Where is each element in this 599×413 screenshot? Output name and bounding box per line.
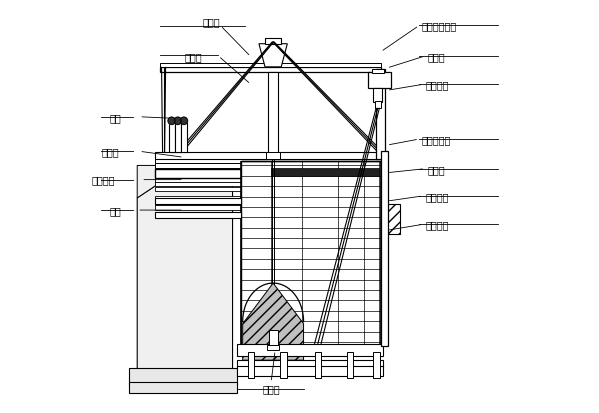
Polygon shape [137,166,156,198]
Bar [373,352,380,378]
Bar [265,38,282,45]
Text: 前吐带锡固梁: 前吐带锡固梁 [421,21,456,31]
Bar [175,123,181,153]
Bar [374,102,380,109]
Bar [156,164,380,169]
Bar [280,352,286,378]
Text: 后支座: 后支座 [101,147,119,157]
Bar [129,368,237,385]
Bar [181,123,187,153]
Bar [169,123,174,153]
Bar [266,153,280,159]
Text: 前支座: 前支座 [184,52,202,62]
Bar [156,206,379,211]
Polygon shape [137,166,232,373]
Bar [159,64,380,68]
Text: 前上横梁: 前上横梁 [425,80,449,90]
Bar [271,169,379,176]
Bar [376,70,385,159]
Bar [241,162,380,346]
Bar [247,352,254,378]
Text: 外侧模系统: 外侧模系统 [421,135,450,145]
Bar [129,382,237,393]
Bar [268,73,278,154]
Text: 张拉平台: 张拉平台 [425,191,449,202]
Bar [156,178,380,182]
Text: 后吐带: 后吐带 [262,384,280,394]
Bar [159,68,380,73]
Bar [267,345,279,350]
Text: 底模系统: 底模系统 [425,220,449,230]
Bar [380,204,400,235]
Bar [237,360,383,368]
Polygon shape [259,45,288,68]
Text: 前吐带: 前吐带 [427,164,445,174]
Bar [156,153,380,159]
Bar [237,366,383,377]
Bar [156,212,241,218]
Bar [380,152,388,346]
Bar [156,202,379,205]
Circle shape [180,118,187,125]
Bar [156,197,379,202]
Polygon shape [243,283,304,360]
Text: 走行轨道: 走行轨道 [92,175,115,185]
Bar [156,198,241,204]
Text: 后锁: 后锁 [109,112,121,122]
Bar [314,352,321,378]
Bar [373,88,382,103]
Text: 千斤顶: 千斤顶 [427,52,445,62]
Bar [156,159,380,164]
Bar [347,352,353,378]
Bar [237,344,383,356]
Bar [368,73,391,89]
Bar [156,169,380,178]
Circle shape [174,118,181,125]
Bar [269,330,277,346]
Bar [156,183,380,187]
Circle shape [168,118,176,125]
Text: 上构架: 上构架 [202,17,220,27]
Text: 坠枕: 坠枕 [109,206,121,216]
Bar [372,70,384,74]
Bar [156,187,380,191]
